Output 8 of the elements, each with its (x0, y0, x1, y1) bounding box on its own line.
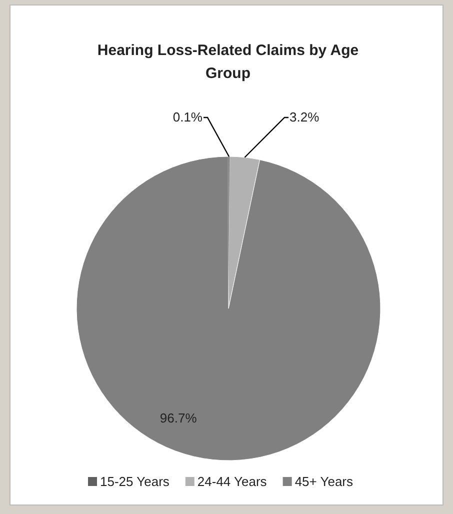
data-label: 0.1% (172, 110, 203, 124)
legend-label: 24-44 Years (197, 474, 268, 489)
data-label: 96.7% (160, 410, 198, 426)
pie-slice (76, 156, 380, 461)
legend-label: 45+ Years (294, 474, 354, 489)
chart-title: Hearing Loss-Related Claims by Age Group (97, 42, 359, 82)
legend-label: 15-25 Years (100, 474, 170, 489)
data-label: 3.2% (290, 110, 320, 124)
